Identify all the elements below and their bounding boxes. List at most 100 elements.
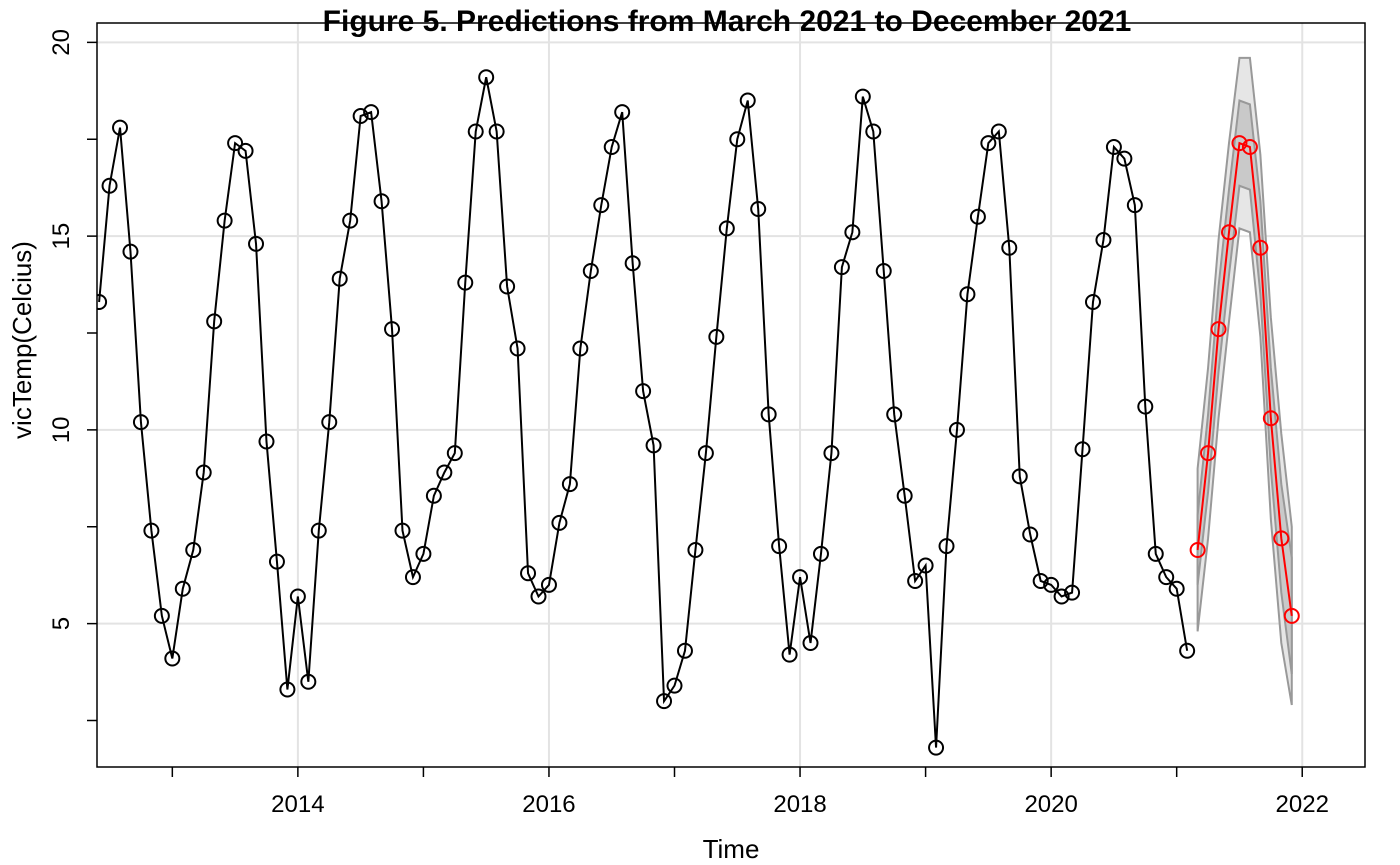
observed-point: [990, 123, 1007, 140]
y-tick-label: 10: [48, 417, 75, 444]
observed-point: [478, 69, 495, 86]
observed-point: [1001, 239, 1018, 256]
y-tick-label: 5: [48, 617, 75, 630]
observed-point: [321, 414, 338, 431]
observed-point: [1105, 139, 1122, 155]
forecast-point: [1252, 239, 1269, 256]
forecast-point: [1200, 445, 1217, 462]
observed-point: [467, 123, 484, 140]
observed-point: [1116, 150, 1133, 167]
observed-point: [216, 212, 233, 229]
x-tick-label: 2018: [773, 791, 826, 818]
observed-point: [1126, 197, 1143, 214]
observed-point: [122, 243, 139, 260]
observed-point: [457, 274, 474, 291]
observed-point: [561, 476, 578, 493]
observed-point: [708, 328, 725, 345]
observed-point: [289, 588, 306, 605]
observed-point: [97, 294, 108, 310]
observed-point: [1137, 398, 1154, 415]
observed-point: [112, 119, 129, 136]
forecast-line: [1196, 141, 1293, 617]
plot-frame: [96, 22, 1366, 768]
observed-point: [530, 588, 547, 605]
observed-point: [425, 487, 442, 504]
observed-point: [1022, 526, 1039, 543]
observed-point: [666, 677, 683, 694]
observed-point: [938, 538, 955, 555]
observed-point: [718, 220, 735, 237]
observed-point: [687, 542, 704, 558]
observed-point: [101, 177, 118, 194]
observed-point: [227, 135, 244, 152]
observed-point: [185, 542, 202, 558]
observed-point: [363, 104, 380, 121]
observed-point: [1032, 573, 1049, 589]
observed-point: [436, 464, 453, 481]
observed-point: [384, 321, 401, 338]
forecast-point: [1189, 542, 1206, 558]
observed-point: [917, 557, 934, 574]
observed-point: [342, 212, 359, 229]
x-axis-label: Time: [703, 834, 760, 864]
y-axis-label: vicTemp(Celcius): [7, 241, 37, 439]
observed-point: [1074, 441, 1091, 458]
observed-point: [844, 224, 861, 241]
forecast-point: [1241, 139, 1258, 155]
grid: [97, 23, 1365, 767]
observed-point: [812, 545, 829, 562]
observed-point: [969, 208, 986, 225]
observed-point: [1084, 294, 1101, 310]
observed-point: [174, 580, 191, 597]
observed-point: [1168, 580, 1185, 597]
observed-point: [572, 340, 589, 357]
observed-point: [1179, 642, 1196, 659]
band-80: [1196, 99, 1293, 675]
observed-point: [760, 406, 777, 423]
observed-point: [676, 642, 693, 659]
observed-point: [520, 565, 537, 582]
observed-point: [729, 131, 746, 148]
observed-point: [771, 538, 788, 555]
observed-point: [928, 739, 945, 756]
observed-point: [635, 383, 652, 400]
observed-point: [195, 464, 212, 481]
observed-point: [823, 445, 840, 462]
prediction-band: [1196, 56, 1293, 706]
observed-point: [896, 487, 913, 504]
observed-point: [153, 607, 170, 624]
observed-point: [258, 433, 275, 450]
observed-point: [603, 139, 620, 155]
observed-point: [781, 646, 798, 663]
observed-series: [97, 69, 1196, 756]
forecast-point: [1283, 607, 1300, 624]
forecast-point: [1220, 224, 1237, 241]
observed-point: [593, 197, 610, 214]
observed-point: [802, 635, 819, 651]
observed-point: [331, 270, 348, 287]
x-tick-label: 2016: [522, 791, 575, 818]
observed-point: [792, 569, 809, 586]
observed-point: [624, 255, 641, 272]
observed-point: [1158, 569, 1175, 586]
observed-point: [886, 406, 903, 423]
x-tick-label: 2022: [1276, 791, 1329, 818]
forecast-point: [1210, 321, 1227, 338]
observed-point: [352, 108, 369, 124]
observed-point: [1147, 545, 1164, 562]
observed-line: [98, 77, 1189, 748]
band-95: [1196, 56, 1293, 706]
observed-point: [1053, 588, 1070, 605]
forecast-point: [1231, 135, 1248, 152]
observed-point: [656, 693, 673, 710]
observed-point: [310, 522, 327, 539]
observed-point: [206, 313, 223, 330]
observed-point: [237, 142, 254, 159]
observed-point: [980, 135, 997, 152]
observed-point: [415, 545, 432, 562]
observed-point: [499, 278, 516, 295]
observed-point: [833, 259, 850, 276]
observed-point: [279, 681, 296, 698]
observed-point: [540, 576, 557, 593]
